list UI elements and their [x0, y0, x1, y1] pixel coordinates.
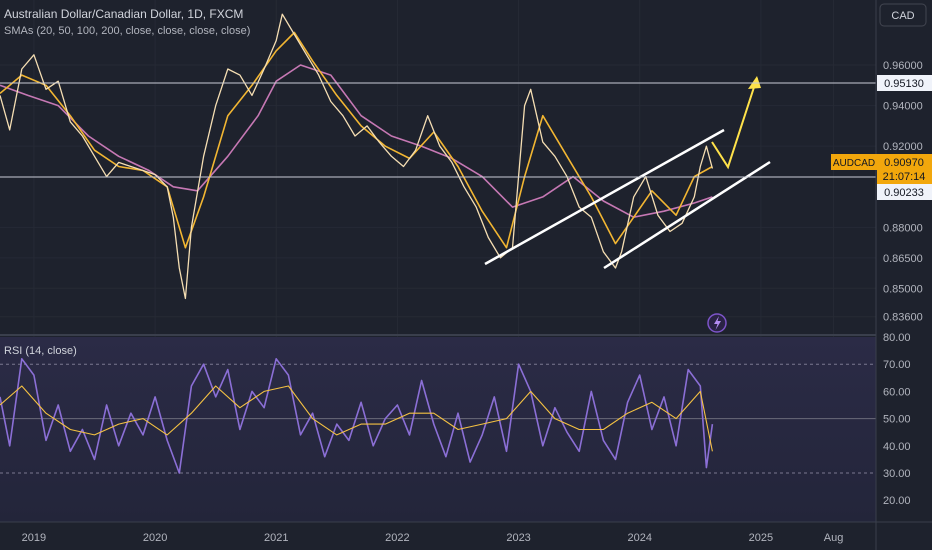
- sma-legend[interactable]: SMAs (20, 50, 100, 200, close, close, cl…: [4, 25, 250, 37]
- currency-button[interactable]: [879, 3, 927, 27]
- currency-label: CAD: [891, 10, 914, 22]
- price-tick-label: 0.83600: [883, 312, 923, 324]
- rsi-axis-ticks: 80.00 70.00 60.00 50.00 40.00 30.00 20.00: [883, 332, 911, 507]
- rsi-legend[interactable]: RSI (14, close): [4, 345, 77, 357]
- bar-countdown: 21:07:14: [883, 171, 926, 183]
- price-tick-label: 0.86500: [883, 253, 923, 265]
- rsi-panel-bg: [0, 337, 876, 522]
- rsi-tick-label: 70.00: [883, 359, 911, 371]
- channel-upper-line[interactable]: [484, 128, 725, 266]
- support-badge: [877, 184, 932, 200]
- last-price: 0.90970: [884, 157, 924, 169]
- time-tick-label: 2019: [22, 532, 46, 544]
- time-tick-label: 2021: [264, 532, 288, 544]
- drawings-layer: [484, 76, 771, 270]
- rsi-tick-label: 60.00: [883, 386, 911, 398]
- price-series-layer: [0, 13, 714, 300]
- rsi-tick-label: 50.00: [883, 414, 911, 426]
- rsi-line[interactable]: [0, 357, 714, 474]
- time-tick-label: 2025: [749, 532, 773, 544]
- rsi-series-layer: [0, 357, 714, 474]
- time-axis-ticks: 2019 2020 2021 2022 2023 2024 2025 Aug: [22, 532, 844, 544]
- time-tick-label: 2020: [143, 532, 167, 544]
- price-line[interactable]: [0, 13, 714, 300]
- symbol-badge: [831, 154, 877, 170]
- horizontal-lines: [0, 82, 876, 178]
- rsi-tick-label: 40.00: [883, 441, 911, 453]
- rsi-tick-label: 80.00: [883, 332, 911, 344]
- price-tick-label: 0.96000: [883, 60, 923, 72]
- time-tick-label: Aug: [824, 532, 844, 544]
- time-tick-label: 2024: [627, 532, 651, 544]
- lightning-icon: [714, 316, 721, 330]
- chart-title: Australian Dollar/Canadian Dollar, 1D, F…: [4, 7, 243, 21]
- resistance-value: 0.95130: [884, 78, 924, 90]
- time-tick-label: 2023: [506, 532, 530, 544]
- rsi-tick-label: 20.00: [883, 495, 911, 507]
- price-tick-label: 0.94000: [883, 101, 923, 113]
- price-axis-ticks: 0.96000 0.94000 0.92000 0.88000 0.86500 0.850…: [883, 60, 923, 324]
- sma-fast-line[interactable]: [0, 31, 713, 249]
- time-tick-label: 2022: [385, 532, 409, 544]
- projection-arrow-line[interactable]: [711, 77, 758, 170]
- resistance-badge: [877, 75, 932, 91]
- symbol-badge-label: AUDCAD: [833, 158, 875, 169]
- price-tick-label: 0.88000: [883, 222, 923, 234]
- rsi-ma-line[interactable]: [0, 385, 713, 452]
- sma-slow-line[interactable]: [0, 64, 713, 218]
- price-tick-label: 0.85000: [883, 283, 923, 295]
- rsi-bands: [0, 363, 876, 474]
- price-tick-label: 0.92000: [883, 141, 923, 153]
- channel-lower-line[interactable]: [603, 160, 771, 270]
- support-value: 0.90233: [884, 187, 924, 199]
- rsi-tick-label: 30.00: [883, 468, 911, 480]
- last-price-badge: [877, 154, 932, 184]
